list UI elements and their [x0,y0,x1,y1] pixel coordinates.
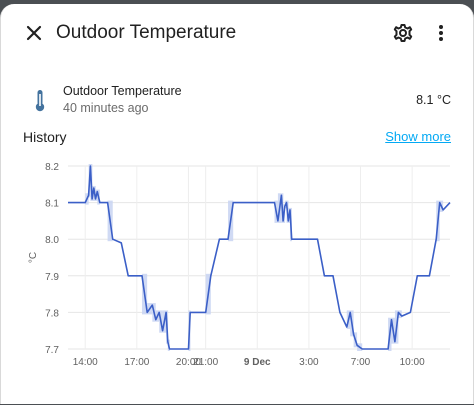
x-tick-label: 7:00 [351,357,371,368]
y-tick-label: 8.0 [45,235,59,246]
dialog-header: Outdoor Temperature [1,4,473,62]
y-tick-label: 7.9 [45,272,59,283]
entity-state-value: 8.1 °C [416,93,451,107]
x-tick-label: 14:00 [73,357,98,368]
y-axis-label: °C [28,252,39,263]
dialog-title: Outdoor Temperature [56,22,237,43]
y-tick-label: 8.1 [45,199,59,210]
x-tick-label: 3:00 [299,357,319,368]
x-tick-label: 10:00 [400,357,425,368]
entity-row[interactable]: Outdoor Temperature 40 minutes ago 8.1 °… [1,76,473,120]
show-more-link[interactable]: Show more [385,129,451,144]
x-tick-label: 20:00 [176,357,201,368]
y-tick-label: 7.8 [45,308,59,319]
gear-icon[interactable] [390,20,416,46]
entity-name: Outdoor Temperature [63,84,182,98]
close-icon[interactable] [21,20,47,46]
x-tick-label: 17:00 [124,357,149,368]
thermometer-icon [29,88,51,114]
y-tick-label: 7.7 [45,345,59,356]
y-tick-label: 8.2 [45,162,59,173]
temperature-line [68,165,451,350]
dots-vertical-icon[interactable] [429,20,453,46]
history-dialog: Outdoor Temperature Out [0,4,474,404]
entity-last-changed: 40 minutes ago [63,101,149,115]
x-tick-label: 21:00 [193,357,218,368]
history-heading: History [23,129,67,145]
x-tick-label: 9 Dec [244,357,271,368]
